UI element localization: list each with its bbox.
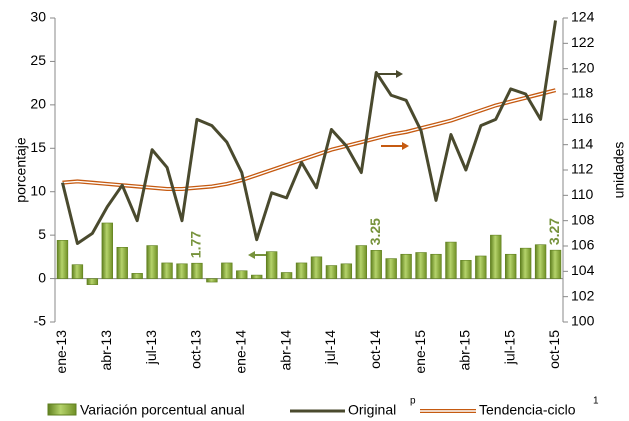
bar	[146, 245, 158, 279]
x-tick-label: abr-13	[98, 330, 114, 371]
legend: Variación porcentual anual Original p Te…	[47, 396, 599, 418]
x-tick-label: ene-14	[232, 330, 248, 374]
bar	[430, 253, 442, 279]
y2-tick-label: 100	[571, 313, 595, 329]
y2-tick-label: 124	[571, 9, 595, 25]
x-tick-label: abr-15	[457, 330, 473, 371]
y2-tick-label: 118	[571, 85, 594, 101]
y-tick-label: 10	[30, 182, 46, 198]
y2-tick-label: 104	[571, 262, 595, 278]
x-tick-label: jul-14	[322, 330, 338, 365]
y-tick-label: -5	[34, 313, 47, 329]
legend-superscript: 1	[593, 396, 599, 407]
value-label: 1.77	[188, 231, 204, 258]
x-tick-label: oct-13	[188, 330, 204, 369]
bar	[415, 252, 427, 279]
value-label: 3.25	[367, 218, 383, 245]
bar	[355, 245, 367, 279]
x-tick-label: oct-14	[367, 330, 383, 369]
bar	[340, 263, 353, 279]
value-label: 3.27	[546, 218, 562, 245]
y-axis-title: porcentaje	[13, 137, 29, 203]
legend-superscript: p	[410, 396, 416, 407]
legend-label: Original	[348, 402, 396, 418]
y2-tick-label: 122	[571, 34, 595, 50]
bar	[221, 262, 233, 279]
bar	[490, 234, 502, 279]
bar	[191, 262, 203, 279]
bar	[534, 244, 547, 279]
bar	[86, 278, 99, 285]
x-tick-label: jul-13	[143, 330, 159, 365]
bar	[460, 260, 472, 279]
line	[61, 20, 558, 245]
y-tick-label: 25	[30, 52, 46, 68]
bar	[295, 262, 308, 279]
y2-tick-label: 112	[571, 161, 594, 177]
bar	[116, 247, 128, 279]
legend-label: Variación porcentual anual	[80, 402, 245, 418]
bar	[101, 222, 113, 279]
y2-tick-label: 110	[571, 186, 594, 202]
y2-tick-label: 114	[571, 135, 594, 151]
bar	[280, 272, 293, 279]
y2-tick-label: 108	[571, 211, 595, 227]
bar	[505, 253, 517, 279]
x-tick-label: oct-15	[546, 330, 562, 369]
bar	[370, 250, 382, 279]
bar	[519, 247, 532, 279]
bar	[549, 249, 562, 279]
x-tick-label: ene-15	[412, 330, 428, 374]
bar	[131, 273, 143, 279]
bar	[385, 258, 397, 279]
bar	[325, 265, 338, 279]
y-tick-label: 30	[30, 9, 46, 25]
bar	[475, 255, 487, 279]
y-tick-label: 0	[38, 269, 46, 285]
y2-tick-label: 120	[571, 59, 595, 75]
x-tick-label: jul-15	[501, 330, 517, 365]
bar	[265, 251, 278, 279]
y-tick-label: 15	[30, 139, 46, 155]
bar	[161, 262, 173, 279]
x-tick-label: abr-14	[277, 330, 293, 371]
bar	[445, 241, 457, 279]
bar	[71, 264, 84, 279]
y-tick-label: 5	[38, 226, 46, 242]
y2-tick-label: 116	[571, 110, 594, 126]
y2-tick-label: 102	[571, 287, 595, 303]
y2-tick-label: 106	[571, 237, 595, 253]
bar	[251, 274, 263, 279]
legend-label: Tendencia-ciclo	[479, 402, 576, 418]
bar	[56, 240, 69, 279]
bar	[176, 263, 188, 279]
y2-axis-title: unidades	[611, 142, 627, 199]
bar	[236, 270, 248, 279]
bar	[206, 278, 218, 283]
axis-arrows	[248, 70, 409, 259]
y-tick-label: 20	[30, 96, 46, 112]
x-tick-label: ene-13	[53, 330, 69, 374]
legend-swatch-bar	[47, 403, 77, 416]
bar	[310, 256, 323, 279]
bar	[400, 253, 412, 279]
